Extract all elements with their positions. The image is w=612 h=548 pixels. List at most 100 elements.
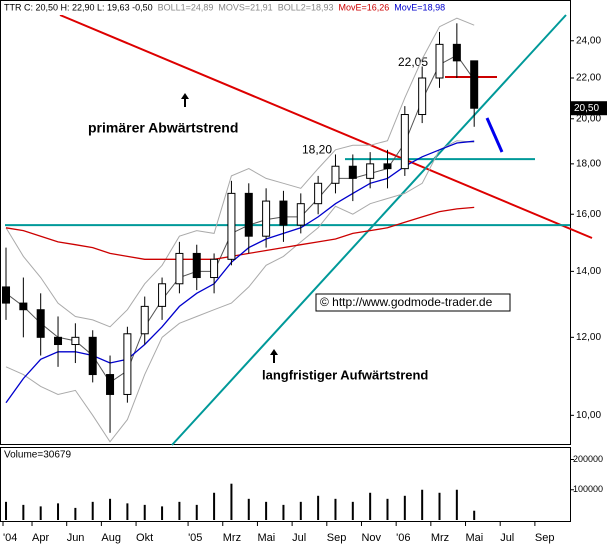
candle-body (71, 336, 80, 346)
candle-body (400, 114, 409, 170)
uptrend-line (171, 14, 567, 446)
volume-bar (5, 501, 8, 520)
volume-bar (473, 510, 476, 520)
y-tick-label: 22,00 (576, 73, 601, 84)
volume-bar (369, 492, 372, 520)
candle-body (175, 252, 184, 285)
x-tick-label: '04 (3, 532, 17, 544)
candle-body (192, 252, 201, 279)
forecast-arrow (485, 117, 504, 153)
last-price-label: 20,50 (574, 103, 599, 114)
x-tick-label: Mai (257, 532, 275, 544)
x-tick-label: Sep (535, 532, 555, 544)
y-tick-label: 24,00 (576, 35, 601, 46)
x-tick-label: Aug (101, 532, 121, 544)
arrow-up (270, 349, 278, 363)
y-tick-label: 14,00 (576, 266, 601, 277)
volume-bar (265, 501, 268, 520)
candle-body (331, 165, 340, 184)
indicator-line (5, 140, 475, 404)
y-tick-label: 20,00 (576, 113, 601, 124)
candle-body (296, 203, 305, 226)
candle-body (452, 43, 461, 62)
candle-body (262, 200, 271, 237)
level-label: 18,20 (302, 142, 332, 156)
candle-body (54, 336, 63, 346)
x-tick-label: '06 (396, 532, 410, 544)
candle-body (470, 60, 479, 109)
volume-tick-label: 200000 (573, 454, 603, 464)
volume-bar (230, 483, 233, 520)
candle-body (244, 192, 253, 237)
x-tick-label: Mrz (431, 532, 449, 544)
header-item: MovE=16,26 (339, 2, 390, 12)
candle-body (314, 182, 323, 205)
candle-body (36, 309, 45, 338)
candle-body (158, 283, 167, 307)
indicator-line (5, 17, 475, 328)
volume-bar (74, 507, 77, 520)
candle-body (383, 163, 392, 170)
volume-bar (213, 492, 216, 520)
volume-bar (161, 506, 164, 520)
volume-bar (455, 489, 458, 520)
volume-bar (317, 495, 320, 520)
candle-body (418, 77, 427, 116)
candle-body (140, 305, 149, 335)
volume-bar (143, 504, 146, 520)
candle-body (106, 374, 115, 395)
candle-body (227, 192, 236, 260)
volume-bar (91, 501, 94, 520)
arrow-up (181, 93, 189, 107)
volume-bar (351, 501, 354, 520)
y-tick-label: 18,00 (576, 158, 601, 169)
volume-bar (386, 498, 389, 520)
volume-tick-label: 100000 (573, 484, 603, 494)
x-tick-label: Sep (327, 532, 347, 544)
volume-bar (178, 501, 181, 520)
y-tick-label: 12,00 (576, 332, 601, 343)
volume-bar (438, 492, 441, 520)
downtrend-line (59, 14, 593, 239)
candle-body (348, 165, 357, 179)
volume-bar (195, 504, 198, 520)
volume-bar (421, 489, 424, 520)
candle-body (366, 163, 375, 179)
candle-body (210, 258, 219, 279)
volume-bar (57, 503, 60, 520)
volume-frame (0, 447, 571, 522)
x-tick-label: Jul (292, 532, 306, 544)
x-tick-label: Mrz (223, 532, 241, 544)
header-item: MovE=18,98 (394, 2, 445, 12)
candle-body (2, 286, 11, 304)
indicator-line (5, 54, 475, 384)
copyright: © http://www.godmode-trader.de (320, 295, 493, 309)
x-tick-label: Mai (466, 532, 484, 544)
volume-bar (39, 506, 42, 520)
volume-bar (403, 495, 406, 520)
volume-bar (247, 498, 250, 520)
x-tick-label: '05 (188, 532, 202, 544)
header-item: TTR C: 20,50 H: 22,90 L: 19,63 -0,50 (4, 2, 153, 12)
candle-body (19, 302, 28, 311)
x-tick-label: Apr (32, 532, 49, 544)
level-label: 22,05 (398, 55, 428, 69)
candle-body (88, 336, 97, 376)
price-frame (0, 0, 571, 445)
x-tick-label: Jul (500, 532, 514, 544)
volume-bar (282, 504, 285, 520)
header-item: BOLL2=18,93 (278, 2, 334, 12)
x-tick-label: Okt (136, 532, 153, 544)
volume-bar (126, 503, 129, 520)
candle-body (123, 333, 132, 395)
copyright-box (315, 293, 511, 312)
volume-label: Volume=30679 (4, 450, 71, 461)
candle-body (435, 43, 444, 79)
volume-bar (299, 501, 302, 520)
indicator-line (5, 140, 475, 443)
y-tick-label: 10,00 (576, 410, 601, 421)
header-item: BOLL1=24,89 (158, 2, 214, 12)
header-bg (1, 1, 452, 15)
